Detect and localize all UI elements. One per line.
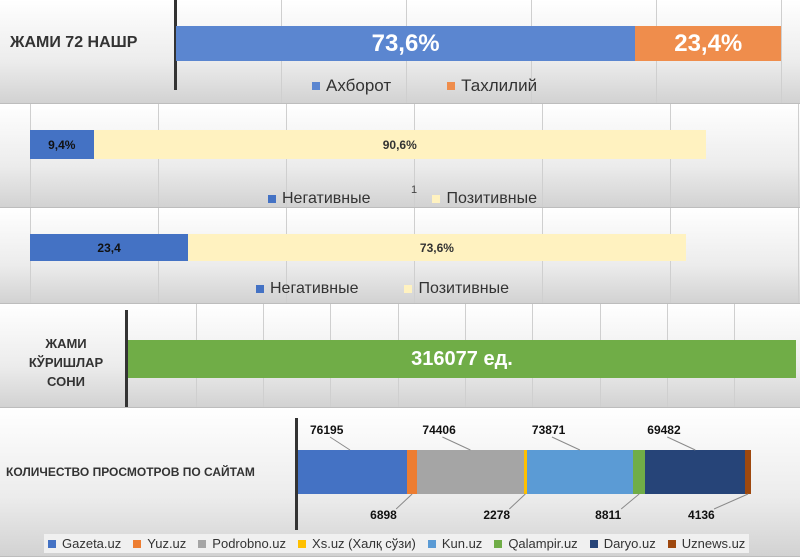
data-label-yuz: 6898 — [370, 508, 397, 522]
legend-item-positive-2: Позитивные — [404, 280, 509, 298]
data-label-positive-1: 90,6% — [382, 137, 417, 152]
bar-positive-1: 90,6% — [93, 130, 706, 159]
legend-item-yuz: Yuz.uz — [133, 536, 186, 551]
bar-negative-1: 9,4% — [30, 130, 94, 159]
bar-total-views: 316077 ед. — [128, 340, 796, 378]
bar-segment-xs — [523, 450, 527, 494]
legend-item-negative-2: Негативные — [256, 280, 358, 298]
data-label-positive-2: 73,6% — [419, 240, 454, 255]
leader-line-1 — [395, 493, 413, 510]
chart-panel-total-publications: ЖАМИ 72 НАШР 73,6% 23,4% Ахборот Тахлили… — [0, 0, 800, 104]
category-label-views-by-site: КОЛИЧЕСТВО ПРОСМОТРОВ ПО САЙТАМ — [6, 465, 255, 479]
legend-item-xs: Xs.uz (Халқ сўзи) — [298, 536, 416, 551]
legend-5: Gazeta.uz Yuz.uz Podrobno.uz Xs.uz (Халқ… — [44, 534, 750, 553]
bar-segment-uznews — [745, 450, 751, 494]
data-label-gazeta: 76195 — [310, 423, 344, 437]
legend-item-axborot: Ахборот — [312, 76, 391, 96]
bar-tahlilii: 23,4% — [635, 26, 782, 61]
leader-line-5 — [620, 493, 640, 510]
data-label-total-views: 316077 ед. — [411, 347, 513, 370]
data-label-negative-2: 23,4 — [97, 240, 121, 255]
chart-panel-sentiment-1: 9,4% 90,6% 1 Негативные Позитивные — [0, 104, 800, 208]
data-label-kun: 73871 — [531, 423, 566, 437]
data-label-uznews: 4136 — [688, 508, 715, 522]
leader-lines — [329, 436, 749, 510]
bar-segment-daryo — [645, 450, 746, 494]
chart-panel-total-views: ЖАМИ КЎРИШЛАР СОНИ 316077 ед. — [0, 304, 800, 408]
data-label-qalampir: 8811 — [595, 508, 622, 522]
category-axis-5 — [295, 418, 298, 530]
legend-item-uznews: Uznews.uz — [667, 536, 745, 551]
legend-item-daryo: Daryo.uz — [589, 536, 656, 551]
bar-segment-podrobno — [417, 450, 524, 494]
category-label-total-publications: ЖАМИ 72 НАШР — [10, 34, 138, 51]
legend-item-tahlilii: Тахлилий — [447, 76, 537, 96]
bar-segment-yuz — [407, 450, 418, 494]
leader-line-4 — [551, 436, 581, 451]
legend-item-positive-1: Позитивные — [432, 190, 537, 207]
leader-line-7 — [713, 493, 749, 510]
data-label-negative-1: 9,4% — [48, 137, 76, 152]
leader-line-2 — [442, 436, 471, 451]
data-label-xs: 2278 — [483, 508, 511, 522]
bar-segment-gazeta — [298, 450, 408, 494]
chart-panel-sentiment-2: 23,4 73,6% Негативные Позитивные — [0, 208, 800, 304]
category-axis-1 — [174, 0, 177, 90]
category-tick-1: 1 — [411, 184, 418, 196]
bar-axborot: 73,6% — [176, 26, 636, 61]
chart-panel-views-by-site: КОЛИЧЕСТВО ПРОСМОТРОВ ПО САЙТАМ 76195 689… — [0, 408, 800, 557]
bar-positive-2: 73,6% — [188, 234, 686, 261]
legend-2: Негативные Позитивные — [268, 190, 593, 207]
legend-1: Ахборот Тахлилий — [312, 76, 593, 96]
leader-line-3 — [509, 493, 526, 510]
data-label-podrobno: 74406 — [422, 423, 456, 437]
bar-segment-qalampir — [632, 450, 646, 494]
legend-item-gazeta: Gazeta.uz — [48, 536, 121, 551]
leader-line-6 — [667, 436, 696, 451]
bar-segment-kun — [526, 450, 633, 494]
category-label-total-views: ЖАМИ КЎРИШЛАР СОНИ — [28, 336, 104, 389]
data-label-axborot: 73,6% — [371, 29, 440, 57]
data-label-tahlilii: 23,4% — [674, 29, 743, 57]
category-axis-4 — [125, 310, 128, 407]
legend-item-podrobno: Podrobno.uz — [198, 536, 286, 551]
legend-item-kun: Kun.uz — [427, 536, 482, 551]
legend-item-negative-1: Негативные — [268, 190, 370, 207]
legend-item-qalampir: Qalampir.uz — [494, 536, 578, 551]
data-label-daryo: 69482 — [647, 423, 681, 437]
bar-negative-2: 23,4 — [30, 234, 189, 261]
legend-3: Негативные Позитивные — [256, 280, 565, 298]
leader-line-0 — [329, 436, 351, 451]
